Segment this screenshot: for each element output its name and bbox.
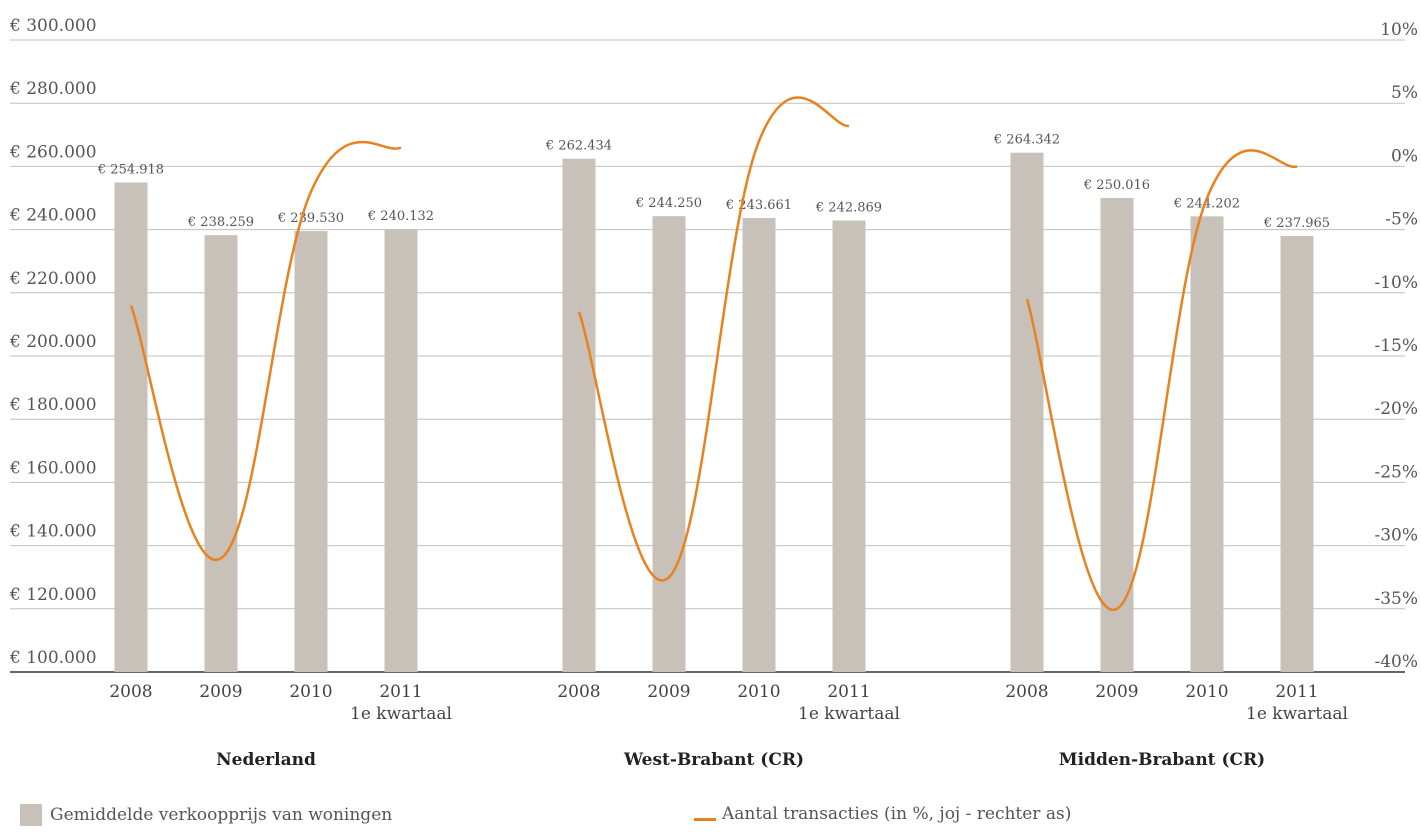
legend-line-item: Aantal transacties (in %, joj - rechter … [694,804,1071,824]
group-title: Midden-Brabant (CR) [1059,750,1265,770]
x-tick-label: 2010 [737,682,780,702]
right-tick-label: 10% [1380,20,1418,40]
right-tick-label: -15% [1374,336,1418,356]
left-tick-label: € 160.000 [9,458,97,478]
transaction-line [1025,149,1298,611]
transaction-line [577,96,850,582]
group-title: West-Brabant (CR) [623,750,804,770]
bar [1100,197,1134,672]
x-tick-label: 2011 [379,682,422,702]
bar [1010,152,1044,673]
transaction-line [129,140,402,562]
legend-line-label: Aantal transacties (in %, joj - rechter … [722,804,1072,824]
left-tick-label: € 300.000 [9,16,97,36]
x-tick-sublabel: 1e kwartaal [798,704,900,724]
left-tick-label: € 180.000 [9,395,97,415]
bar [562,158,596,672]
x-tick-sublabel: 1e kwartaal [1246,704,1348,724]
right-tick-label: -30% [1374,526,1418,546]
bar-data-label: € 264.342 [993,133,1060,148]
left-tick-label: € 140.000 [9,522,97,542]
right-tick-label: -20% [1374,399,1418,419]
right-tick-label: -40% [1374,652,1418,672]
bar-data-label: € 240.132 [367,209,434,224]
right-axis-ticks: -40% -35% -30% -25% -20% -15% -10% -5% 0% 5% 10% [1374,20,1418,672]
right-tick-label: -25% [1374,462,1418,482]
bar-data-label: € 244.250 [635,196,702,211]
bar-data-label: € 254.918 [97,162,164,177]
right-tick-label: -35% [1374,589,1418,609]
bars [114,152,1314,673]
bar-data-label: € 238.259 [187,215,254,230]
x-tick-label: 2008 [109,682,152,702]
transaction-lines [129,96,1298,611]
legend-bar-swatch [20,804,42,826]
bar [114,182,148,673]
bar [832,220,866,672]
bar-data-label: € 262.434 [545,139,612,154]
bar [652,216,686,673]
bar-data-label: € 250.016 [1083,178,1150,193]
left-axis-ticks: € 100.000 € 120.000 € 140.000 € 160.000 € 18… [9,16,97,668]
bar-data-label: € 244.202 [1173,196,1240,211]
left-tick-label: € 220.000 [9,269,97,289]
legend-line-swatch [694,817,716,821]
left-tick-label: € 200.000 [9,332,97,352]
bar-data-labels: € 254.918 € 238.259 € 239.530 € 240.132 € 26… [97,133,1330,231]
bar [1190,216,1224,672]
left-tick-label: € 280.000 [9,79,97,99]
group-title: Nederland [216,750,316,770]
x-tick-label: 2008 [557,682,600,702]
bar [1280,236,1314,673]
bar-data-label: € 237.965 [1263,216,1330,231]
x-tick-sublabel: 1e kwartaal [350,704,452,724]
combo-chart: € 100.000 € 120.000 € 140.000 € 160.000 € 18… [9,16,1418,770]
x-tick-label: 2011 [1275,682,1318,702]
bar [742,218,776,672]
x-tick-label: 2010 [1185,682,1228,702]
left-tick-label: € 260.000 [9,142,97,162]
legend-bar-item: Gemiddelde verkoopprijs van woningen [20,804,392,826]
legend-bar-label: Gemiddelde verkoopprijs van woningen [50,805,393,825]
x-tick-label: 2008 [1005,682,1048,702]
right-tick-label: 0% [1391,146,1418,166]
x-tick-label: 2010 [289,682,332,702]
x-tick-label: 2011 [827,682,870,702]
bar-data-label: € 239.530 [277,211,344,226]
right-tick-label: -10% [1374,273,1418,293]
right-tick-label: -5% [1385,210,1418,230]
x-tick-label: 2009 [647,682,690,702]
x-tick-label: 2009 [1095,682,1138,702]
left-tick-label: € 100.000 [9,648,97,668]
left-tick-label: € 120.000 [9,585,97,605]
bar [384,229,418,673]
bar [294,231,328,672]
bar-data-label: € 243.661 [725,198,792,213]
x-tick-label: 2009 [199,682,242,702]
bar-data-label: € 242.869 [815,201,882,216]
left-tick-label: € 240.000 [9,206,97,226]
group-titles: Nederland West-Brabant (CR) Midden-Brabant… [216,750,1265,770]
right-tick-label: 5% [1391,83,1418,103]
bar [204,235,238,672]
